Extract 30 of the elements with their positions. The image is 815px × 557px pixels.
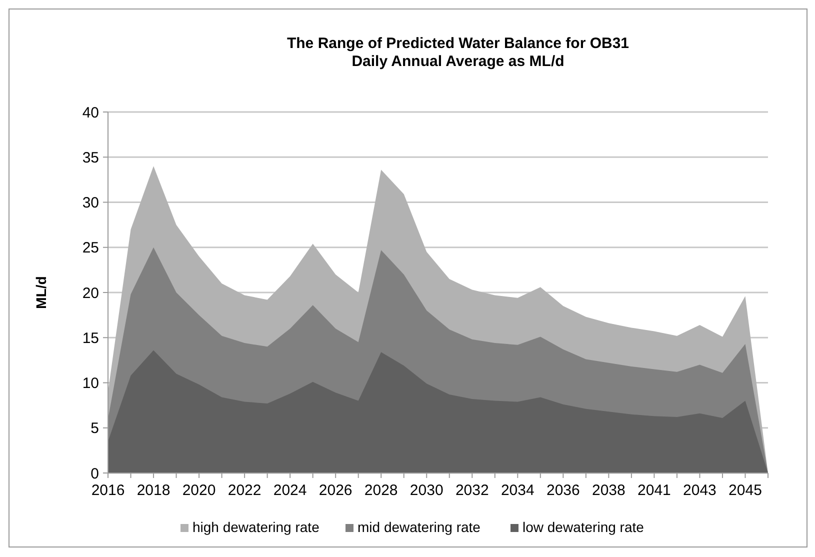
y-tick-label: 30 [82, 194, 99, 212]
chart-subtitle: Daily Annual Average as ML/d [352, 53, 564, 70]
x-tick-label: 2026 [318, 482, 352, 499]
x-tick-label: 2034 [500, 482, 534, 499]
x-tick-label: 2036 [546, 482, 580, 499]
x-tick-label: 2024 [273, 482, 307, 499]
y-tick-label: 25 [82, 240, 99, 257]
legend-label: mid dewatering rate [358, 519, 481, 535]
x-tick-label: 2043 [683, 482, 716, 499]
legend-label: low dewatering rate [522, 519, 644, 535]
x-tick-label: 2018 [136, 482, 170, 499]
x-tick-label: 2022 [228, 482, 262, 499]
y-tick-label: 0 [90, 465, 99, 482]
x-tick-label: 2016 [91, 482, 125, 499]
x-tick-label: 2028 [364, 482, 398, 499]
y-tick-label: 5 [90, 420, 99, 438]
y-tick-label: 40 [82, 104, 99, 122]
chart-title: The Range of Predicted Water Balance for OB31 [286, 35, 630, 52]
x-tick-label: 2041 [638, 482, 671, 499]
y-tick-label: 10 [82, 375, 99, 392]
y-tick-label: 35 [82, 149, 99, 166]
legend-label: high dewatering rate [192, 519, 320, 535]
x-tick-label: 2020 [182, 482, 216, 499]
x-tick-label: 2045 [728, 482, 762, 499]
y-tick-label: 20 [82, 284, 99, 302]
y-axis-title: ML/d [33, 276, 49, 309]
x-tick-label: 2032 [455, 482, 489, 499]
y-tick-label: 15 [82, 330, 99, 347]
x-tick-label: 2038 [592, 482, 626, 499]
x-tick-label: 2030 [410, 482, 444, 499]
